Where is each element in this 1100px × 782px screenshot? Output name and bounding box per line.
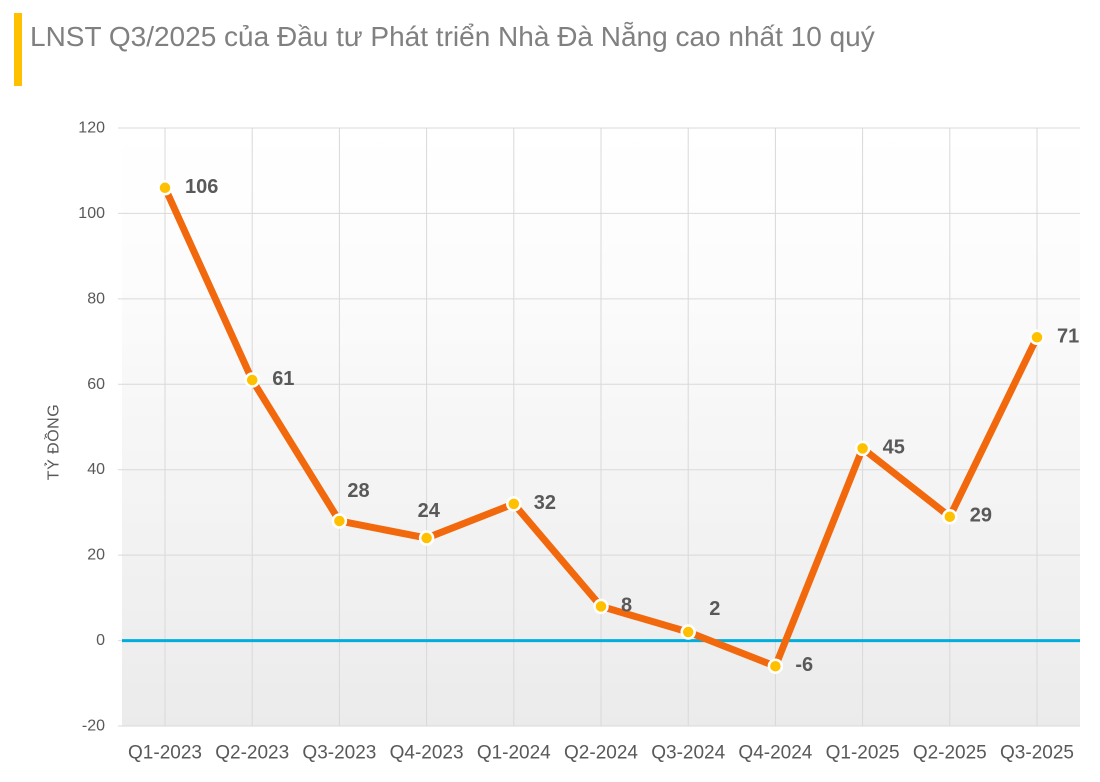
y-tick-label: 20	[87, 547, 105, 564]
data-point-marker	[680, 624, 696, 640]
y-tick-label: -20	[82, 718, 105, 735]
data-point-labels: 106 61 28 24 32 8 2 -6 45 29 71	[185, 176, 1079, 676]
chart-title: LNST Q3/2025 của Đầu tư Phát triển Nhà Đ…	[30, 21, 875, 52]
x-axis-label: Q4-2024	[738, 743, 812, 764]
data-point-label: 8	[621, 594, 632, 616]
x-axis-label: Q3-2023	[302, 743, 376, 764]
data-point-label: 29	[970, 505, 992, 527]
data-point-label: -6	[795, 654, 813, 676]
x-axis-label: Q2-2025	[913, 743, 987, 764]
data-point-marker	[593, 598, 609, 615]
data-point-label: 45	[883, 436, 905, 458]
data-point-marker	[1029, 329, 1045, 346]
data-point-marker	[418, 530, 435, 546]
y-tick-label: 100	[78, 205, 105, 222]
y-axis-title: TỶ ĐỒNG	[44, 404, 63, 480]
x-axis-label: Q1-2025	[826, 743, 900, 764]
data-point-label: 61	[272, 368, 294, 390]
horizontal-gridlines	[118, 127, 1080, 727]
y-axis-ticks: -20 0 20 40 60 80 100 120	[78, 120, 105, 735]
data-point-marker	[244, 372, 260, 388]
x-axis-label: Q3-2024	[651, 743, 725, 764]
x-axis-labels: Q1-2023 Q2-2023 Q3-2023 Q4-2023 Q1-2024 Q2-20…	[128, 743, 1074, 764]
data-point-marker	[506, 496, 522, 512]
data-point-label: 71	[1057, 325, 1079, 347]
data-point-label: 106	[185, 176, 218, 198]
x-axis-label: Q1-2023	[128, 743, 202, 764]
x-axis-label: Q3-2025	[1000, 743, 1074, 764]
data-point-marker	[767, 658, 784, 674]
data-point-marker	[331, 513, 348, 529]
x-axis-label: Q2-2024	[564, 743, 638, 764]
x-axis-label: Q2-2023	[215, 743, 289, 764]
data-point-label: 28	[347, 480, 369, 502]
title-block: LNST Q3/2025 của Đầu tư Phát triển Nhà Đ…	[0, 0, 1100, 100]
x-axis-label: Q1-2024	[477, 743, 551, 764]
data-point-label: 2	[709, 598, 720, 620]
data-point-markers	[157, 180, 1045, 674]
data-point-label: 24	[418, 500, 441, 522]
data-point-marker	[157, 180, 173, 196]
y-tick-label: 40	[87, 461, 105, 478]
y-tick-label: 120	[78, 120, 105, 137]
x-axis-label: Q4-2023	[390, 743, 464, 764]
y-tick-label: 60	[87, 376, 105, 393]
data-point-marker	[942, 508, 958, 525]
y-tick-label: 0	[96, 632, 105, 649]
data-point-marker	[854, 440, 871, 457]
y-tick-label: 80	[87, 290, 105, 307]
title-accent-bar	[14, 13, 22, 86]
data-point-label: 32	[534, 492, 556, 514]
